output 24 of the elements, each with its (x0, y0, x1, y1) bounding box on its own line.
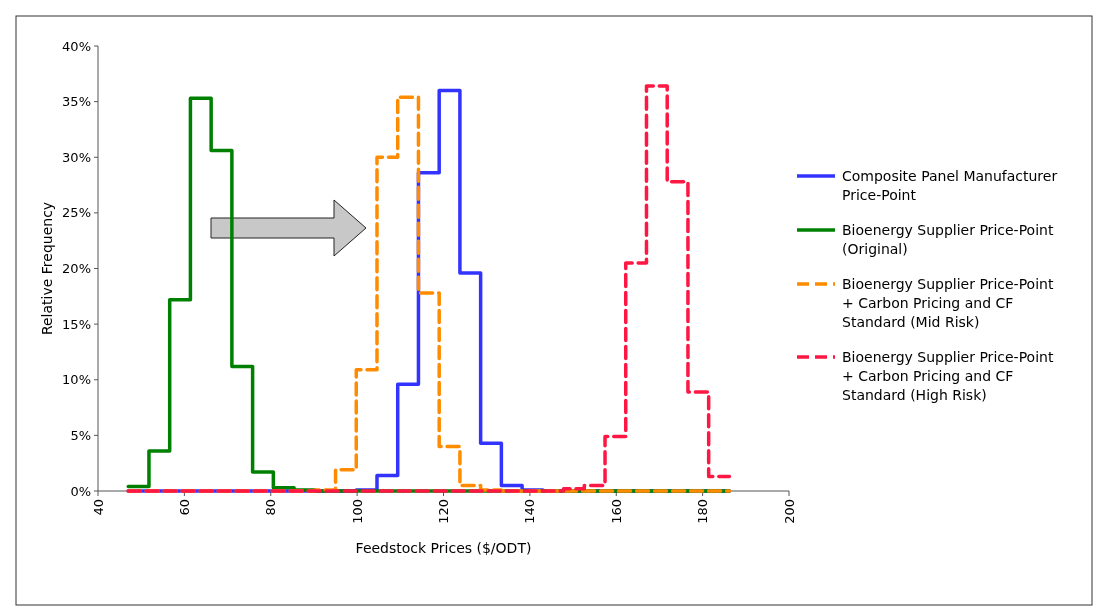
legend-label: Bioenergy Supplier Price-Point (Original) (842, 221, 1054, 257)
x-axis-title: Feedstock Prices ($/ODT) (355, 540, 532, 556)
y-tick-label: 0% (70, 483, 91, 499)
y-tick-label: 30% (62, 149, 91, 165)
y-tick-label: 40% (62, 38, 91, 54)
x-tick-label: 140 (522, 499, 538, 524)
legend-label: Composite Panel Manufacturer Price-Point (842, 167, 1058, 203)
x-tick-label: 80 (263, 499, 279, 516)
y-axis-title: Relative Frequency (39, 201, 55, 336)
y-tick-label: 35% (62, 94, 91, 110)
y-tick-label: 10% (62, 372, 91, 388)
x-tick-label: 60 (176, 499, 192, 516)
legend-label: Bioenergy Supplier Price-Point + Carbon Pricing and CF Standard (Mid Risk) (842, 275, 1054, 330)
y-tick-label: 25% (62, 205, 91, 221)
x-tick-label: 160 (608, 499, 624, 524)
x-tick-label: 100 (349, 499, 365, 524)
x-tick-label: 120 (436, 499, 452, 524)
y-tick-label: 15% (62, 316, 91, 332)
y-tick-label: 20% (62, 261, 91, 277)
x-tick-label: 40 (90, 499, 106, 516)
legend-label: Bioenergy Supplier Price-Point + Carbon Pricing and CF Standard (High Risk) (842, 348, 1054, 403)
y-tick-label: 5% (70, 427, 91, 443)
x-tick-label: 180 (695, 499, 711, 524)
x-tick-label: 200 (781, 499, 797, 524)
